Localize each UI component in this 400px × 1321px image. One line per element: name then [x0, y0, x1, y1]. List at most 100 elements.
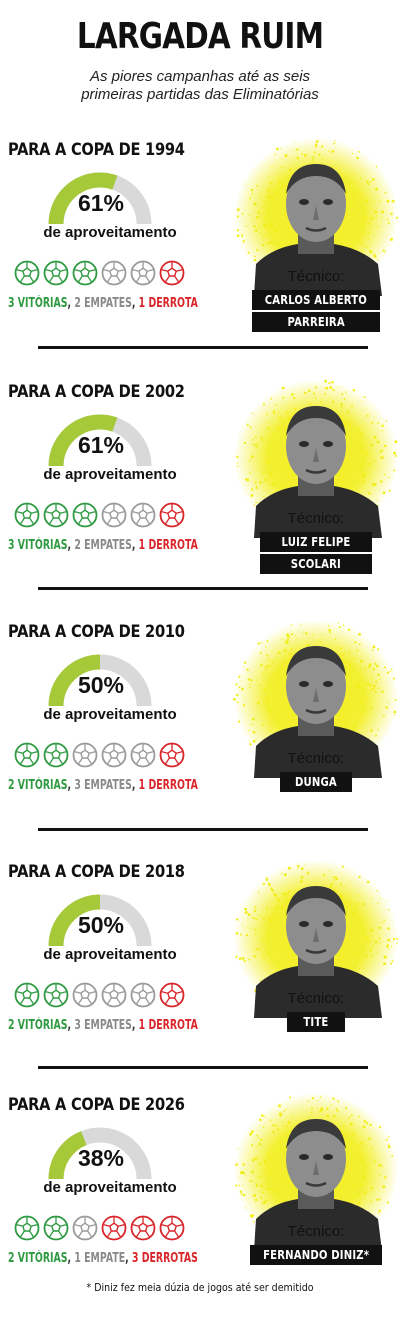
separator: , [125, 1251, 132, 1266]
soccer-ball-win-icon [14, 982, 40, 1008]
campaign-section: PARA A COPA DE 2002 61% de aproveitamento [0, 372, 400, 608]
soccer-ball-win-icon [43, 982, 69, 1008]
footnote: * Diniz fez meia dúzia de jogos até ser … [86, 1281, 314, 1294]
wins-count: 2 VITÓRIAS [8, 1251, 68, 1266]
soccer-ball-loss-icon [159, 982, 185, 1008]
soccer-ball-win-icon [43, 1215, 69, 1241]
soccer-ball-draw-icon [130, 502, 156, 528]
separator: , [131, 778, 139, 793]
coach-label: Técnico: [287, 510, 345, 527]
separator: , [67, 538, 75, 553]
percentage-value: 50% [77, 912, 125, 938]
soccer-ball-loss-icon [159, 260, 185, 286]
losses-count: 1 DERROTA [138, 778, 198, 793]
coach-name-text: FERNANDO DINIZ* [262, 1248, 370, 1262]
soccer-ball-win-icon [14, 742, 40, 768]
wins-count: 3 VITÓRIAS [8, 538, 68, 553]
coach-name-text: CARLOS ALBERTO [264, 293, 368, 307]
draws-count: 2 EMPATES [74, 538, 132, 553]
soccer-ball-win-icon [43, 260, 69, 286]
soccer-ball-draw-icon [101, 502, 127, 528]
gauge-fill [48, 894, 101, 947]
cup-title: PARA A COPA DE 2010 [8, 622, 185, 642]
soccer-ball-loss-icon [159, 502, 185, 528]
coach-name-text: SCOLARI [290, 557, 342, 571]
results-summary: 3 VITÓRIAS, 2 EMPATES, 1 DERROTA [8, 296, 198, 311]
coach-portrait-icon [232, 1091, 400, 1251]
coach-label: Técnico: [287, 990, 345, 1007]
percentage-gauge [46, 168, 154, 228]
soccer-ball-draw-icon [72, 1215, 98, 1241]
coach-portrait-icon [232, 858, 400, 1018]
percentage-caption: de aproveitamento [43, 946, 177, 963]
coach-name: DUNGA [280, 772, 352, 792]
soccer-ball-draw-icon [72, 982, 98, 1008]
soccer-ball-win-icon [14, 260, 40, 286]
results-summary: 2 VITÓRIAS, 1 EMPATE, 3 DERROTAS [8, 1251, 198, 1266]
header: LARGADA RUIM As piores campanhas até as … [0, 0, 400, 110]
subtitle-line: As piores campanhas até as seis [89, 68, 311, 85]
section-divider [38, 587, 368, 590]
soccer-ball-win-icon [14, 1215, 40, 1241]
results-summary: 2 VITÓRIAS, 3 EMPATES, 1 DERROTA [8, 1018, 198, 1033]
soccer-ball-draw-icon [101, 982, 127, 1008]
losses-count: 1 DERROTA [138, 296, 198, 311]
percentage-value: 38% [77, 1145, 125, 1171]
soccer-ball-draw-icon [130, 260, 156, 286]
percentage-caption: de aproveitamento [43, 706, 177, 723]
percentage-value: 50% [77, 672, 125, 698]
section-divider [38, 1066, 368, 1069]
coach-label: Técnico: [287, 1223, 345, 1240]
soccer-ball-draw-icon [101, 742, 127, 768]
soccer-ball-draw-icon [130, 742, 156, 768]
coach-name-text: DUNGA [295, 775, 337, 789]
campaign-section: PARA A COPA DE 2010 50% de aproveitamento [0, 612, 400, 848]
campaign-section: PARA A COPA DE 1994 61% de aproveitamento [0, 130, 400, 366]
coach-name: CARLOS ALBERTO [252, 290, 380, 310]
separator: , [131, 296, 139, 311]
coach-name: PARREIRA [252, 312, 380, 332]
percentage-gauge [46, 1123, 154, 1183]
campaign-section: PARA A COPA DE 2026 38% de aproveitamento [0, 1085, 400, 1321]
separator: , [131, 1018, 139, 1033]
subtitle-line: primeiras partidas das Eliminatórias [81, 86, 319, 103]
gauge-fill [48, 414, 118, 467]
draws-count: 2 EMPATES [74, 296, 132, 311]
coach-name-text: LUIZ FELIPE [281, 535, 351, 549]
gauge-fill [48, 172, 118, 225]
soccer-ball-win-icon [14, 502, 40, 528]
soccer-ball-win-icon [43, 502, 69, 528]
losses-count: 1 DERROTA [138, 1018, 198, 1033]
coach-portrait-icon [232, 136, 400, 296]
percentage-gauge [46, 410, 154, 470]
cup-title: PARA A COPA DE 1994 [8, 140, 185, 160]
separator: , [67, 778, 75, 793]
soccer-ball-draw-icon [72, 742, 98, 768]
losses-count: 1 DERROTA [138, 538, 198, 553]
separator: , [67, 1251, 75, 1266]
soccer-ball-draw-icon [130, 982, 156, 1008]
percentage-caption: de aproveitamento [43, 466, 177, 483]
coach-label: Técnico: [287, 750, 345, 767]
soccer-ball-loss-icon [130, 1215, 156, 1241]
coach-name: FERNANDO DINIZ* [250, 1245, 382, 1265]
cup-title: PARA A COPA DE 2002 [8, 382, 185, 402]
percentage-gauge [46, 890, 154, 950]
coach-name-text: PARREIRA [287, 315, 345, 329]
page-title: LARGADA RUIM [76, 16, 324, 57]
section-divider [38, 346, 368, 349]
coach-label: Técnico: [287, 268, 345, 285]
soccer-ball-loss-icon [159, 742, 185, 768]
percentage-caption: de aproveitamento [43, 224, 177, 241]
results-summary: 3 VITÓRIAS, 2 EMPATES, 1 DERROTA [8, 538, 198, 553]
gauge-fill [48, 654, 101, 707]
percentage-value: 61% [77, 190, 125, 216]
draws-count: 1 EMPATE [74, 1251, 126, 1266]
wins-count: 2 VITÓRIAS [8, 1018, 68, 1033]
wins-count: 3 VITÓRIAS [8, 296, 68, 311]
draws-count: 3 EMPATES [74, 1018, 132, 1033]
coach-name: SCOLARI [260, 554, 372, 574]
percentage-value: 61% [77, 432, 125, 458]
percentage-caption: de aproveitamento [43, 1179, 177, 1196]
draws-count: 3 EMPATES [74, 778, 132, 793]
